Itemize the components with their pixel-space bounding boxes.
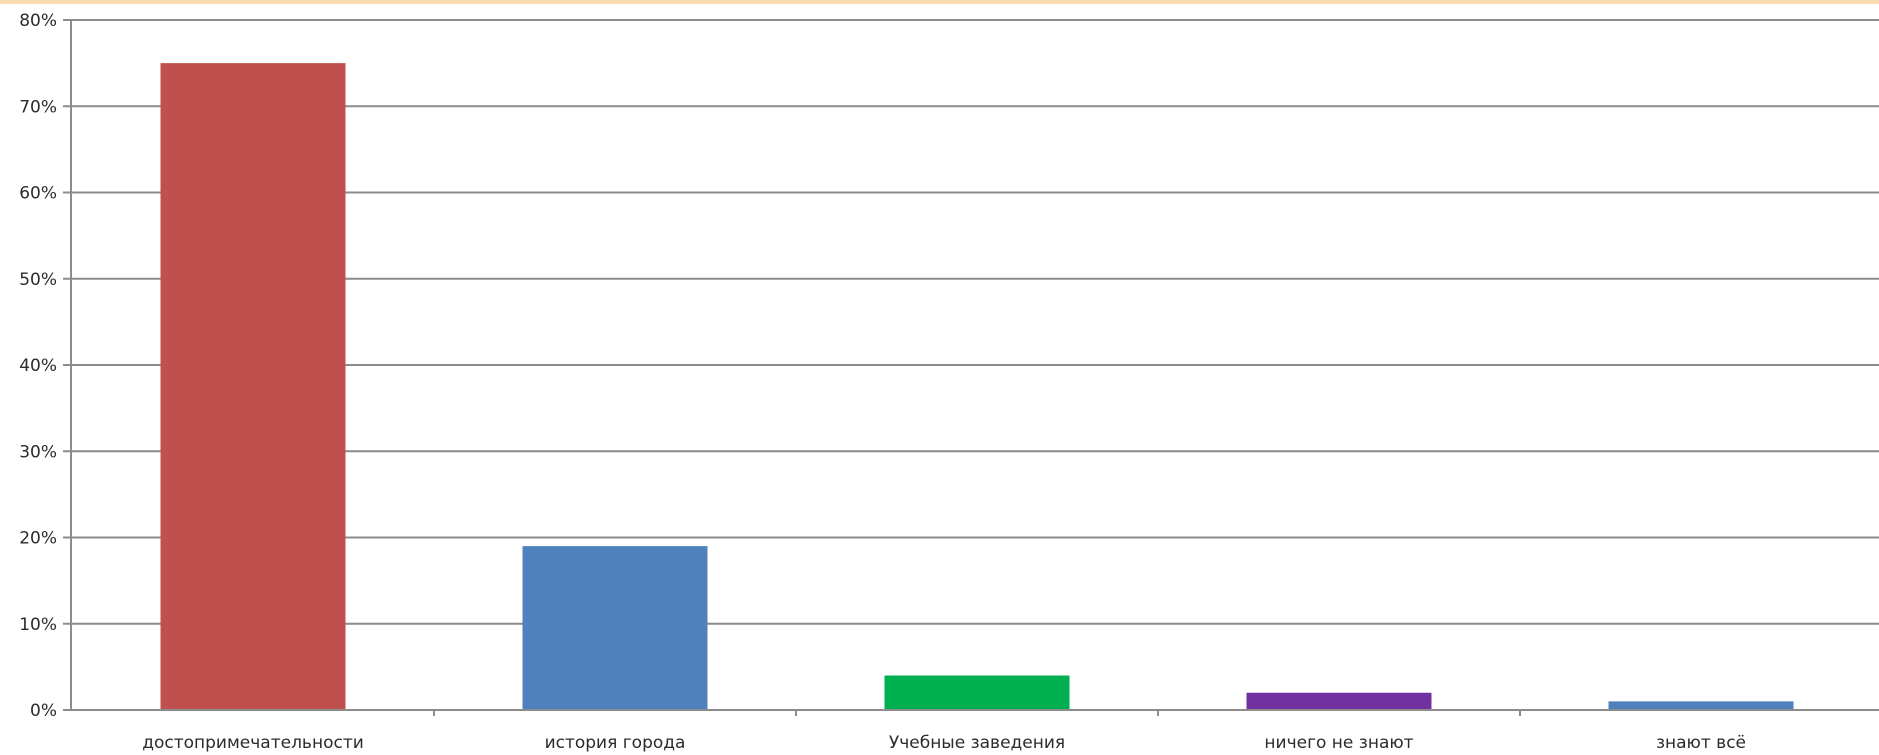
bar (1609, 701, 1794, 710)
y-tick-label: 0% (30, 701, 57, 721)
x-category-label: Учебные заведения (889, 733, 1065, 753)
y-tick-label: 10% (19, 615, 57, 635)
bar (885, 676, 1070, 711)
bar (161, 63, 346, 710)
bar (523, 546, 708, 710)
y-tick-label: 70% (19, 97, 57, 117)
y-tick-label: 60% (19, 184, 57, 204)
x-category-label: ничего не знают (1264, 733, 1413, 753)
y-tick-label: 80% (19, 11, 57, 31)
y-tick-label: 40% (19, 356, 57, 376)
x-category-label: история города (545, 733, 686, 753)
y-tick-label: 30% (19, 442, 57, 462)
bar (1247, 693, 1432, 710)
x-category-label: знают всё (1656, 733, 1746, 753)
y-tick-label: 50% (19, 270, 57, 290)
bar-layer (161, 63, 1794, 710)
x-category-label: достопримечательности (142, 733, 364, 753)
y-tick-label: 20% (19, 529, 57, 549)
